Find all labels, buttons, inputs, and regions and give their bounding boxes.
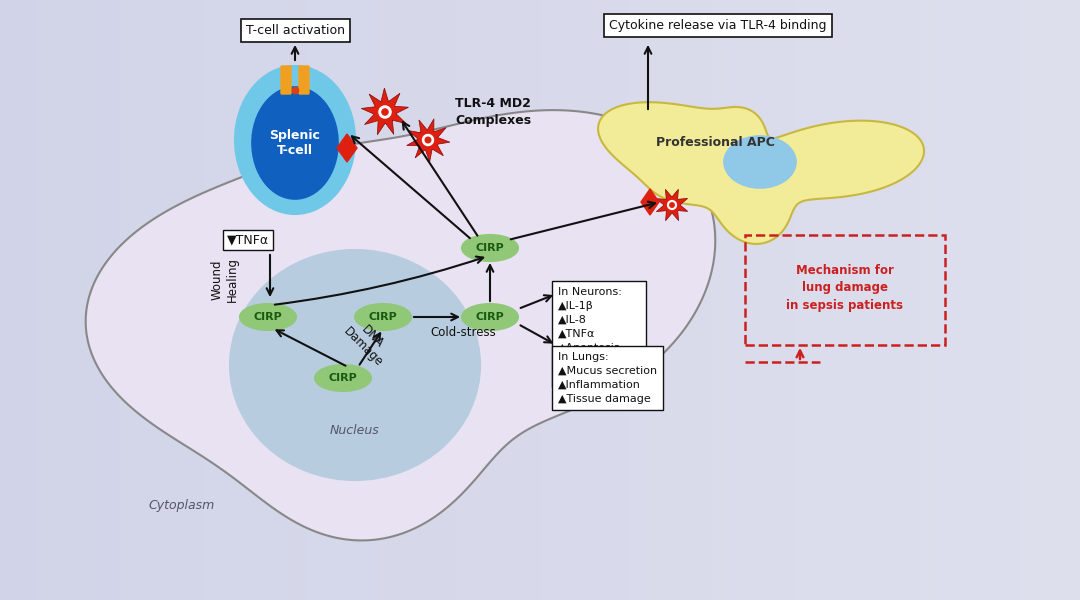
Circle shape: [667, 200, 676, 209]
Circle shape: [379, 106, 391, 118]
Text: In Neurons:
▲IL-1β
▲IL-8
▲TNFα
▲Apoptosis
▲Neural tissue
     damage: In Neurons: ▲IL-1β ▲IL-8 ▲TNFα ▲Apoptosi…: [558, 287, 640, 381]
Text: Splenic
T-cell: Splenic T-cell: [270, 129, 321, 157]
Text: T-cell activation: T-cell activation: [245, 23, 345, 37]
Polygon shape: [642, 189, 659, 215]
Text: Mechanism for
lung damage
in sepsis patients: Mechanism for lung damage in sepsis pati…: [786, 265, 904, 311]
Text: TLR-4 MD2
Complexes: TLR-4 MD2 Complexes: [455, 97, 531, 127]
Text: CIRP: CIRP: [254, 312, 282, 322]
Polygon shape: [407, 119, 450, 162]
Text: DNA
Damage: DNA Damage: [341, 315, 395, 369]
Bar: [745, 235, 945, 345]
Ellipse shape: [724, 136, 796, 188]
Text: CIRP: CIRP: [368, 312, 397, 322]
Polygon shape: [657, 189, 688, 221]
Text: Nucleus: Nucleus: [330, 424, 380, 437]
Ellipse shape: [315, 365, 372, 391]
Polygon shape: [337, 134, 357, 162]
Ellipse shape: [355, 304, 411, 330]
Polygon shape: [85, 110, 715, 541]
Ellipse shape: [462, 235, 518, 261]
Circle shape: [422, 134, 433, 145]
Text: Professional APC: Professional APC: [656, 136, 774, 148]
Ellipse shape: [235, 66, 355, 214]
Circle shape: [670, 203, 674, 207]
Ellipse shape: [462, 304, 518, 330]
Ellipse shape: [230, 250, 480, 480]
Text: CIRP: CIRP: [475, 312, 504, 322]
Text: In Lungs:
▲Mucus secretion
▲Inflammation
▲Tissue damage: In Lungs: ▲Mucus secretion ▲Inflammation…: [558, 352, 657, 404]
Text: Cytoplasm: Cytoplasm: [148, 499, 214, 511]
Polygon shape: [598, 102, 924, 244]
Text: CIRP: CIRP: [328, 373, 357, 383]
Text: Wound
Healing: Wound Healing: [211, 257, 239, 302]
Circle shape: [382, 109, 388, 115]
Text: Cold-stress: Cold-stress: [430, 325, 496, 338]
Text: ▼TNFα: ▼TNFα: [227, 233, 269, 247]
Circle shape: [426, 137, 431, 143]
Ellipse shape: [252, 87, 338, 199]
FancyBboxPatch shape: [299, 66, 309, 94]
Text: CIRP: CIRP: [475, 243, 504, 253]
Text: Cytokine release via TLR-4 binding: Cytokine release via TLR-4 binding: [609, 19, 827, 31]
FancyBboxPatch shape: [281, 66, 291, 94]
Polygon shape: [362, 88, 408, 135]
Ellipse shape: [240, 304, 296, 330]
